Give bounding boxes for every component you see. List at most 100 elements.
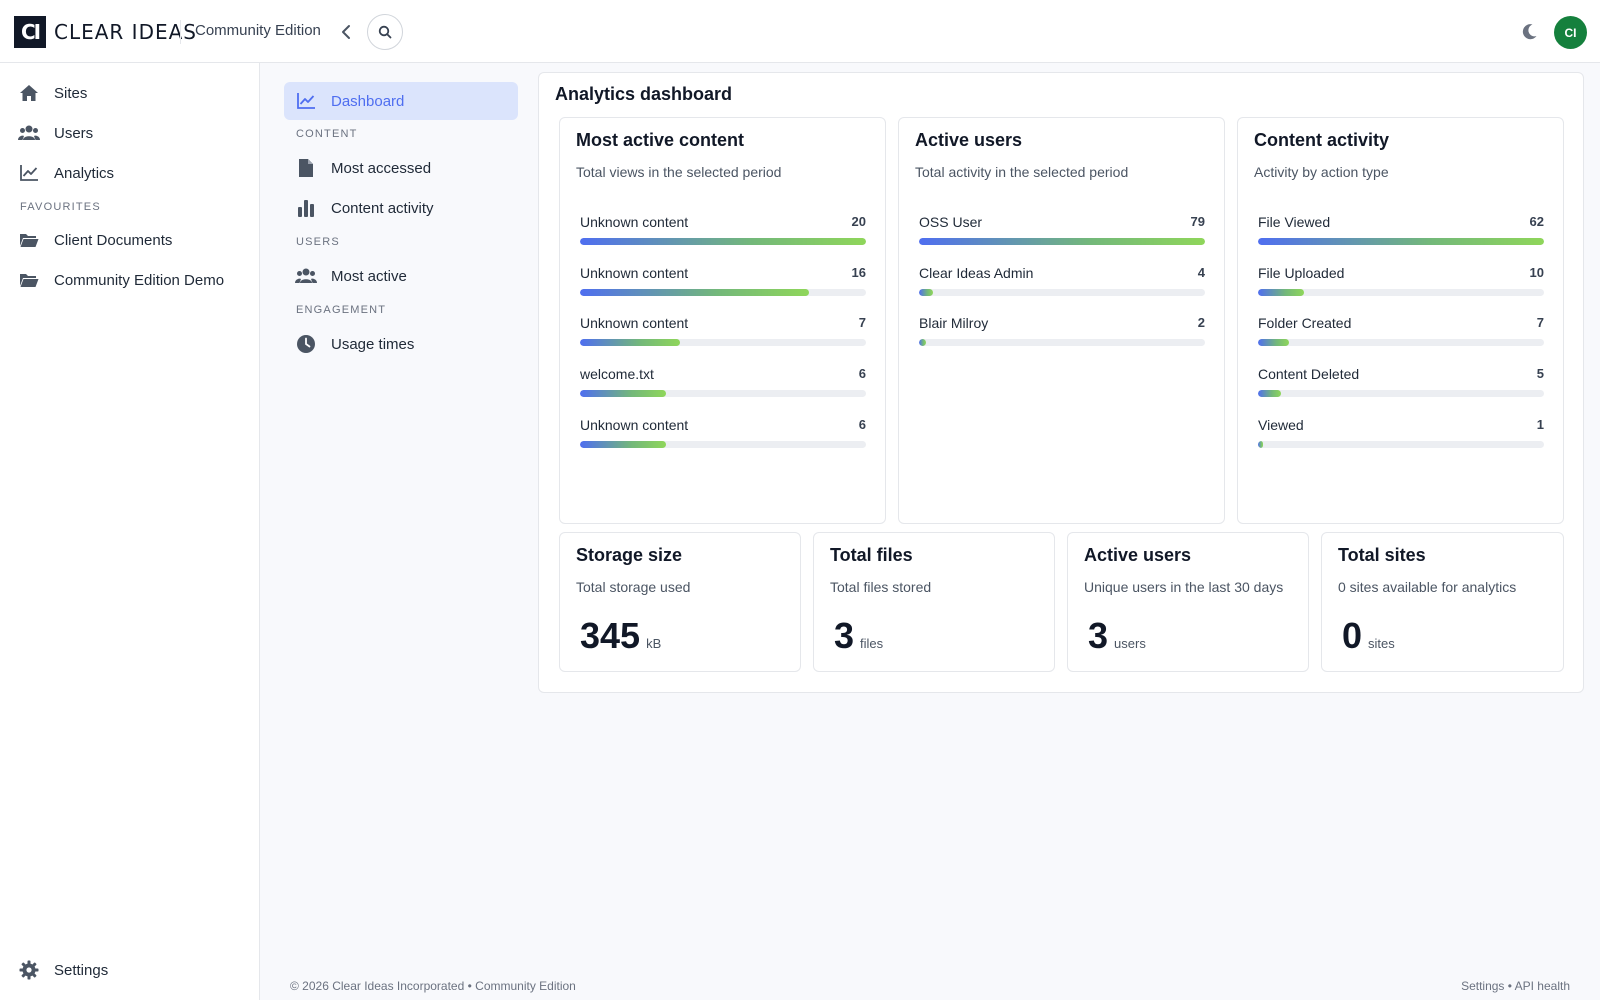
card-title: Total files — [830, 545, 913, 565]
activity-row[interactable]: Folder Created 7 — [1258, 315, 1544, 355]
row-value: 6 — [858, 366, 866, 381]
clock-icon — [295, 333, 317, 355]
progress-fill — [919, 289, 934, 296]
subnav-item-label: Most accessed — [331, 159, 432, 177]
chart-line-icon — [18, 162, 40, 184]
search-button[interactable] — [367, 14, 403, 50]
subnav-item-content-activity[interactable]: Content activity — [295, 193, 434, 223]
home-icon — [18, 82, 40, 104]
row-value: 1 — [1536, 417, 1544, 432]
subnav-item-most-accessed[interactable]: Most accessed — [295, 153, 431, 183]
card-subtitle: Total views in the selected period — [576, 164, 782, 180]
footer-links[interactable]: Settings • API health — [1461, 979, 1570, 993]
top-bar: CI CLEAR IDEAS Community Edition CI — [0, 0, 1600, 63]
sidebar-item-users[interactable]: Users — [18, 118, 93, 148]
content-row[interactable]: Unknown content 16 — [580, 265, 866, 305]
card-title: Content activity — [1254, 130, 1390, 150]
active-users-card: Active users Total activity in the selec… — [898, 117, 1225, 524]
favourite-item-client-documents[interactable]: Client Documents — [18, 225, 172, 255]
card-subtitle: Unique users in the last 30 days — [1084, 579, 1284, 595]
row-value: 2 — [1197, 315, 1205, 330]
total-files-card: Total files Total files stored 3 files — [813, 532, 1055, 672]
favourite-item-label: Community Edition Demo — [54, 271, 225, 289]
row-label: welcome.txt — [580, 366, 654, 382]
user-row[interactable]: Clear Ideas Admin 4 — [919, 265, 1205, 305]
most-active-content-card: Most active content Total views in the s… — [559, 117, 886, 524]
row-value: 16 — [851, 265, 866, 280]
content-row[interactable]: welcome.txt 6 — [580, 366, 866, 406]
card-subtitle: Total activity in the selected period — [915, 164, 1129, 180]
favourite-item-community-edition-demo[interactable]: Community Edition Demo — [18, 265, 224, 295]
subnav-item-label: Most active — [331, 267, 407, 285]
subnav-item-most-active[interactable]: Most active — [295, 261, 407, 291]
progress-fill — [1258, 441, 1263, 448]
progress-track — [1258, 339, 1544, 346]
row-label: Content Deleted — [1258, 366, 1360, 382]
moon-icon — [1522, 24, 1537, 40]
stat-value: 0 sites — [1342, 615, 1395, 656]
content-row[interactable]: Unknown content 7 — [580, 315, 866, 355]
user-row[interactable]: Blair Milroy 2 — [919, 315, 1205, 355]
stat-unit: sites — [1368, 636, 1395, 651]
activity-row[interactable]: File Uploaded 10 — [1258, 265, 1544, 305]
gear-icon — [18, 959, 40, 981]
user-row[interactable]: OSS User 79 — [919, 214, 1205, 254]
progress-track — [1258, 390, 1544, 397]
row-label: Viewed — [1258, 417, 1304, 433]
sidebar-item-analytics[interactable]: Analytics — [18, 158, 114, 188]
progress-track — [1258, 289, 1544, 296]
progress-fill — [580, 339, 681, 346]
edition-label: Community Edition — [195, 22, 321, 39]
sidebar-item-label: Analytics — [54, 164, 115, 182]
row-value: 4 — [1197, 265, 1205, 280]
subnav-item-dashboard[interactable]: Dashboard — [295, 86, 404, 116]
card-title: Total sites — [1338, 545, 1426, 565]
bar-chart-icon — [295, 197, 317, 219]
activity-row[interactable]: Content Deleted 5 — [1258, 366, 1544, 406]
row-label: Clear Ideas Admin — [919, 265, 1034, 281]
favourite-item-label: Client Documents — [54, 231, 173, 249]
row-label: File Viewed — [1258, 214, 1331, 230]
progress-track — [580, 289, 866, 296]
row-value: 10 — [1529, 265, 1544, 280]
progress-track — [919, 339, 1205, 346]
subnav-item-label: Dashboard — [331, 92, 405, 110]
storage-size-card: Storage size Total storage used 345 kB — [559, 532, 801, 672]
card-subtitle: 0 sites available for analytics — [1338, 579, 1517, 595]
subnav-item-usage-times[interactable]: Usage times — [295, 329, 414, 359]
progress-track — [580, 390, 866, 397]
progress-fill — [580, 441, 666, 448]
card-subtitle: Total storage used — [576, 579, 691, 595]
sidebar-item-settings[interactable]: Settings — [18, 955, 108, 985]
sidebar-item-label: Settings — [54, 961, 109, 979]
activity-row[interactable]: File Viewed 62 — [1258, 214, 1544, 254]
progress-fill — [580, 289, 809, 296]
progress-track — [919, 238, 1205, 245]
collapse-sidebar-button[interactable] — [336, 20, 356, 44]
progress-track — [580, 441, 866, 448]
content-row[interactable]: Unknown content 6 — [580, 417, 866, 457]
dark-mode-toggle[interactable] — [1519, 22, 1539, 42]
row-value: 7 — [858, 315, 866, 330]
row-label: Unknown content — [580, 315, 689, 331]
row-value: 62 — [1529, 214, 1544, 229]
content-row[interactable]: Unknown content 20 — [580, 214, 866, 254]
progress-track — [580, 339, 866, 346]
stat-unit: users — [1114, 636, 1146, 651]
logo-mark: CI — [14, 16, 46, 48]
activity-row[interactable]: Viewed 1 — [1258, 417, 1544, 457]
progress-fill — [580, 238, 866, 245]
progress-fill — [1258, 390, 1281, 397]
page-title: Analytics dashboard — [555, 84, 733, 104]
users-icon — [295, 265, 317, 287]
row-label: OSS User — [919, 214, 983, 230]
sidebar-item-sites[interactable]: Sites — [18, 78, 87, 108]
sidebar-item-label: Sites — [54, 84, 88, 102]
subnav-active-highlight — [284, 82, 518, 120]
app-logo[interactable]: CI CLEAR IDEAS — [14, 16, 197, 48]
row-value: 7 — [1536, 315, 1544, 330]
card-title: Active users — [915, 130, 1023, 150]
content-section-label: CONTENT — [296, 128, 358, 140]
stat-value: 3 files — [834, 615, 884, 656]
user-avatar[interactable]: CI — [1554, 16, 1587, 49]
